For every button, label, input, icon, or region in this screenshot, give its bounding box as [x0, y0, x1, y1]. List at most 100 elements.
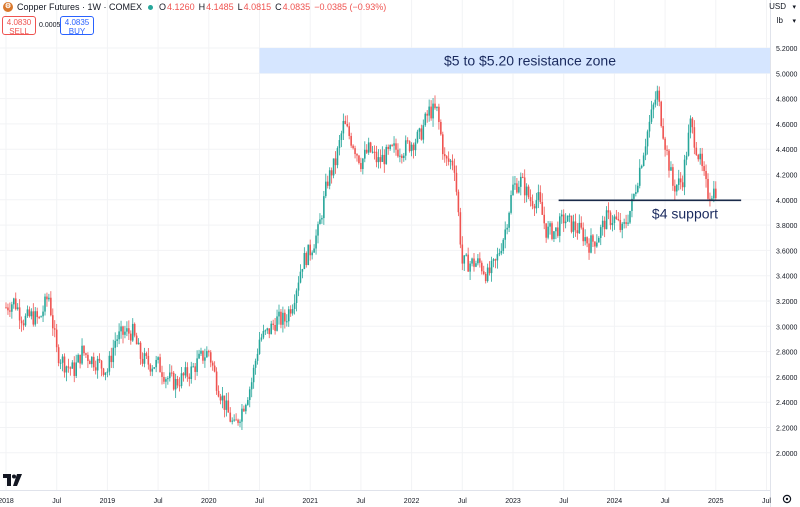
candle-body — [697, 154, 700, 160]
candle-body — [309, 244, 311, 256]
candle-body — [30, 311, 33, 317]
candle-body — [436, 106, 438, 109]
candle-body — [424, 113, 427, 126]
candle-body — [352, 145, 354, 149]
candle-body — [344, 120, 347, 125]
candle-body — [496, 254, 499, 261]
candle-body — [122, 326, 124, 335]
candle-body — [525, 186, 528, 196]
candle-body — [135, 335, 138, 345]
candle-body — [553, 231, 555, 240]
price-tick-label: 3.8000 — [776, 223, 798, 230]
price-tick-label: 3.6000 — [776, 248, 798, 255]
copper-symbol-icon[interactable]: ⚙ — [3, 2, 13, 12]
buy-button[interactable]: 4.0835 BUY — [60, 16, 94, 36]
candle-body — [358, 155, 360, 164]
candle-body — [510, 195, 512, 213]
candle-body — [418, 128, 421, 132]
time-tick-label: 2023 — [505, 498, 521, 505]
candle-body — [297, 282, 300, 291]
candle-body — [147, 355, 150, 365]
candle-body — [457, 191, 460, 213]
settings-gear-icon[interactable] — [781, 493, 793, 505]
price-tick-label: 5.0000 — [776, 71, 798, 78]
candle-body — [131, 323, 134, 341]
candle-body — [112, 347, 115, 363]
chevron-down-icon[interactable]: ▾ — [792, 4, 796, 11]
candle-body — [516, 183, 518, 193]
chevron-down-icon[interactable]: ▾ — [792, 18, 796, 25]
candle-body — [44, 296, 46, 312]
currency-selector[interactable]: USD — [769, 2, 786, 11]
unit-selector[interactable]: lb — [777, 16, 783, 25]
candle-body — [492, 259, 495, 261]
candle-body — [461, 244, 464, 264]
candle-body — [631, 198, 633, 211]
candle-body — [619, 220, 622, 230]
candle-body — [625, 222, 627, 224]
candle-body — [709, 198, 711, 200]
candle-body — [383, 154, 386, 165]
candle-body — [169, 372, 171, 379]
tradingview-logo-icon[interactable] — [3, 474, 25, 486]
candle-body — [576, 230, 579, 234]
candle-body — [100, 360, 103, 369]
candle-body — [26, 309, 29, 316]
candle-body — [98, 358, 101, 361]
candle-body — [264, 330, 267, 332]
candle-body — [432, 103, 434, 119]
candle-body — [73, 362, 76, 376]
candle-body — [656, 90, 659, 100]
chart-title[interactable]: Copper Futures · 1W · COMEX — [17, 2, 143, 12]
candle-body — [96, 358, 99, 371]
sell-button[interactable]: 4.0830 SELL — [2, 16, 36, 36]
candle-body — [518, 186, 520, 193]
candle-body — [190, 366, 193, 379]
candle-body — [664, 138, 666, 150]
candle-body — [691, 118, 694, 128]
candle-body — [137, 342, 140, 345]
open-value: 4.1260 — [167, 2, 195, 12]
candle-body — [350, 135, 352, 146]
candle-body — [564, 221, 567, 224]
candle-body — [465, 254, 467, 256]
price-tick-label: 3.2000 — [776, 299, 798, 306]
low-value: 4.0815 — [243, 2, 272, 12]
candle-body — [412, 144, 415, 151]
candle-body — [451, 160, 454, 166]
candle-body — [317, 224, 319, 236]
candle-body — [301, 269, 304, 272]
candle-body — [245, 404, 247, 412]
candle-body — [114, 340, 116, 348]
candle-body — [124, 331, 126, 335]
candle-body — [611, 222, 614, 226]
candle-body — [467, 254, 469, 272]
candle-body — [110, 355, 113, 363]
candle-body — [159, 357, 161, 373]
candle-body — [278, 311, 280, 317]
candle-body — [404, 140, 407, 156]
buy-price: 4.0835 — [64, 18, 90, 27]
candle-body — [237, 419, 239, 423]
candle-body — [481, 262, 483, 272]
candle-body — [434, 103, 436, 109]
candle-body — [598, 237, 600, 243]
candle-body — [235, 419, 237, 421]
candle-body — [449, 160, 452, 162]
candle-body — [369, 142, 372, 152]
candle-body — [354, 148, 356, 155]
price-axis-labels: 5.2000 5.0000 4.8000 4.6000 4.4000 4.2000 4.00… — [776, 46, 798, 458]
candle-body — [463, 255, 466, 264]
candles-layer — [5, 85, 717, 431]
candle-body — [128, 328, 130, 334]
candle-body — [289, 309, 292, 314]
candle-body — [445, 156, 448, 159]
candle-body — [340, 133, 343, 140]
candle-body — [621, 223, 623, 230]
candle-body — [648, 121, 651, 132]
candle-body — [650, 109, 653, 122]
candle-body — [572, 221, 575, 232]
candle-body — [551, 223, 553, 240]
candle-body — [48, 297, 50, 300]
